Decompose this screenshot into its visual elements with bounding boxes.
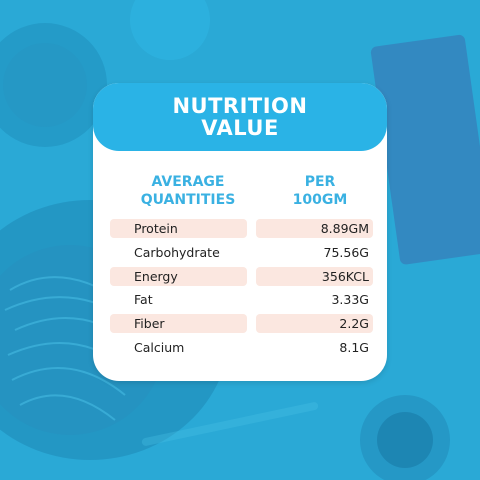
nutrient-name: Fiber bbox=[110, 314, 247, 333]
header-average-quantities: AVERAGE QUANTITIES bbox=[113, 173, 263, 209]
table-row: Carbohydrate 75.56G bbox=[93, 243, 387, 262]
header-right-line-2: 100GM bbox=[292, 192, 348, 208]
header-left-line-1: AVERAGE bbox=[151, 174, 225, 190]
nutrient-name: Calcium bbox=[134, 340, 185, 355]
header-left-line-2: QUANTITIES bbox=[140, 192, 236, 208]
nutrient-value: 8.1G bbox=[339, 340, 369, 355]
title-line-2: VALUE bbox=[201, 116, 279, 140]
nutrient-name: Fat bbox=[134, 292, 153, 307]
header-per-100gm: PER 100GM bbox=[273, 173, 367, 209]
nutrition-card: NUTRITION VALUE AVERAGE QUANTITIES PER 1… bbox=[93, 83, 387, 381]
title-line-1: NUTRITION bbox=[172, 94, 308, 118]
column-headers: AVERAGE QUANTITIES PER 100GM bbox=[93, 173, 387, 209]
nutrient-name: Carbohydrate bbox=[134, 245, 220, 260]
nutrient-value: 8.89GM bbox=[256, 219, 373, 238]
title-pill: NUTRITION VALUE bbox=[93, 83, 387, 151]
header-right-line-1: PER bbox=[304, 174, 336, 190]
nutrient-value: 2.2G bbox=[256, 314, 373, 333]
nutrient-name: Protein bbox=[110, 219, 247, 238]
nutrient-name: Energy bbox=[110, 267, 247, 286]
nutrient-value: 75.56G bbox=[323, 245, 369, 260]
nutrient-value: 3.33G bbox=[331, 292, 369, 307]
table-row: Fat 3.33G bbox=[93, 290, 387, 309]
table-row: Protein 8.89GM bbox=[93, 219, 387, 238]
table-row: Calcium 8.1G bbox=[93, 338, 387, 357]
nutrient-value: 356KCL bbox=[256, 267, 373, 286]
table-row: Fiber 2.2G bbox=[93, 314, 387, 333]
table-row: Energy 356KCL bbox=[93, 267, 387, 286]
